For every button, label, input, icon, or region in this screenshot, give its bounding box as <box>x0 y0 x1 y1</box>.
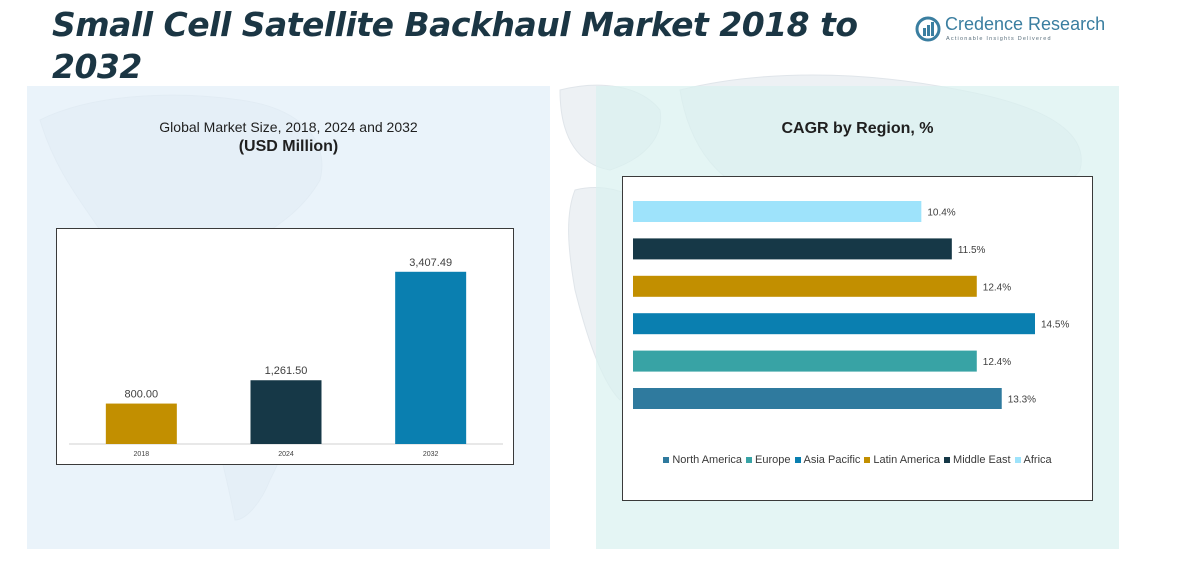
market-size-title: Global Market Size, 2018, 2024 and 2032 <box>159 119 418 135</box>
legend-swatch <box>864 457 871 463</box>
legend-label: North America <box>672 454 743 466</box>
market-size-x-tick: 2018 <box>134 451 150 458</box>
legend-label: Asia Pacific <box>803 454 861 466</box>
legend-swatch <box>794 457 801 463</box>
cagr-value-label: 13.3% <box>1008 395 1036 406</box>
market-size-value-label: 800.00 <box>125 389 159 401</box>
cagr-title: CAGR by Region, % <box>781 120 934 137</box>
market-size-bar-2032 <box>395 271 467 444</box>
legend-item-asia-pacific: Asia Pacific <box>794 454 861 466</box>
market-size-value-label: 1,261.50 <box>265 365 308 377</box>
legend-label: Middle East <box>953 454 1011 466</box>
market-size-bar-2018 <box>105 403 177 444</box>
logo-name: Credence Research <box>945 14 1106 34</box>
legend-item-north-america: North America <box>663 454 742 466</box>
cagr-legend: North America Europe Asia Pacific Latin Ame… <box>623 454 1092 466</box>
market-size-unit: (USD Million) <box>238 138 339 155</box>
cagr-bar-chart: 13.3% 12.4% 14.5% 12.4% 11.5% 10.4% <box>633 201 1069 409</box>
cagr-value-label: 12.4% <box>983 357 1011 368</box>
legend-item-middle-east: Middle East <box>944 454 1011 466</box>
cagr-chart: 13.3% 12.4% 14.5% 12.4% 11.5% 10.4% North Ame… <box>622 176 1093 501</box>
logo-tagline: Actionable Insights Delivered <box>946 36 1052 42</box>
legend-item-africa: Africa <box>1014 454 1052 466</box>
cagr-value-label: 12.4% <box>983 282 1011 293</box>
legend-swatch <box>944 457 951 463</box>
market-size-chart: 800.00 2018 1,261.50 2024 3,407.49 2032 <box>56 228 514 465</box>
market-size-x-tick: 2024 <box>278 451 294 458</box>
legend-label: Africa <box>1023 454 1052 466</box>
legend-item-europe: Europe <box>746 454 791 466</box>
market-size-value-label: 3,407.49 <box>409 257 452 269</box>
market-size-x-tick: 2032 <box>423 451 439 458</box>
legend-item-latin-america: Latin America <box>864 454 940 466</box>
page-title: Small Cell Satellite Backhaul Market 201… <box>52 5 858 86</box>
legend-label: Europe <box>755 454 791 466</box>
cagr-bar-latin-america <box>633 275 977 297</box>
legend-swatch <box>663 457 670 463</box>
credence-logo-icon <box>915 16 941 42</box>
market-size-bar-2024 <box>250 380 322 444</box>
cagr-bar-north-america <box>633 388 1002 409</box>
cagr-value-label: 14.5% <box>1041 320 1069 331</box>
cagr-bar-europe <box>633 350 977 372</box>
legend-label: Latin America <box>873 454 941 466</box>
cagr-value-label: 10.4% <box>927 208 955 219</box>
legend-swatch <box>746 457 753 463</box>
legend-swatch <box>1014 457 1021 463</box>
cagr-bar-asia-pacific <box>633 313 1035 335</box>
cagr-bar-africa <box>633 201 922 222</box>
credence-research-logo[interactable]: Credence Research Actionable Insights De… <box>915 14 1105 46</box>
market-size-bar-chart: 800.00 2018 1,261.50 2024 3,407.49 2032 <box>69 257 503 458</box>
cagr-value-label: 11.5% <box>958 245 986 256</box>
cagr-bar-middle-east <box>633 238 952 260</box>
